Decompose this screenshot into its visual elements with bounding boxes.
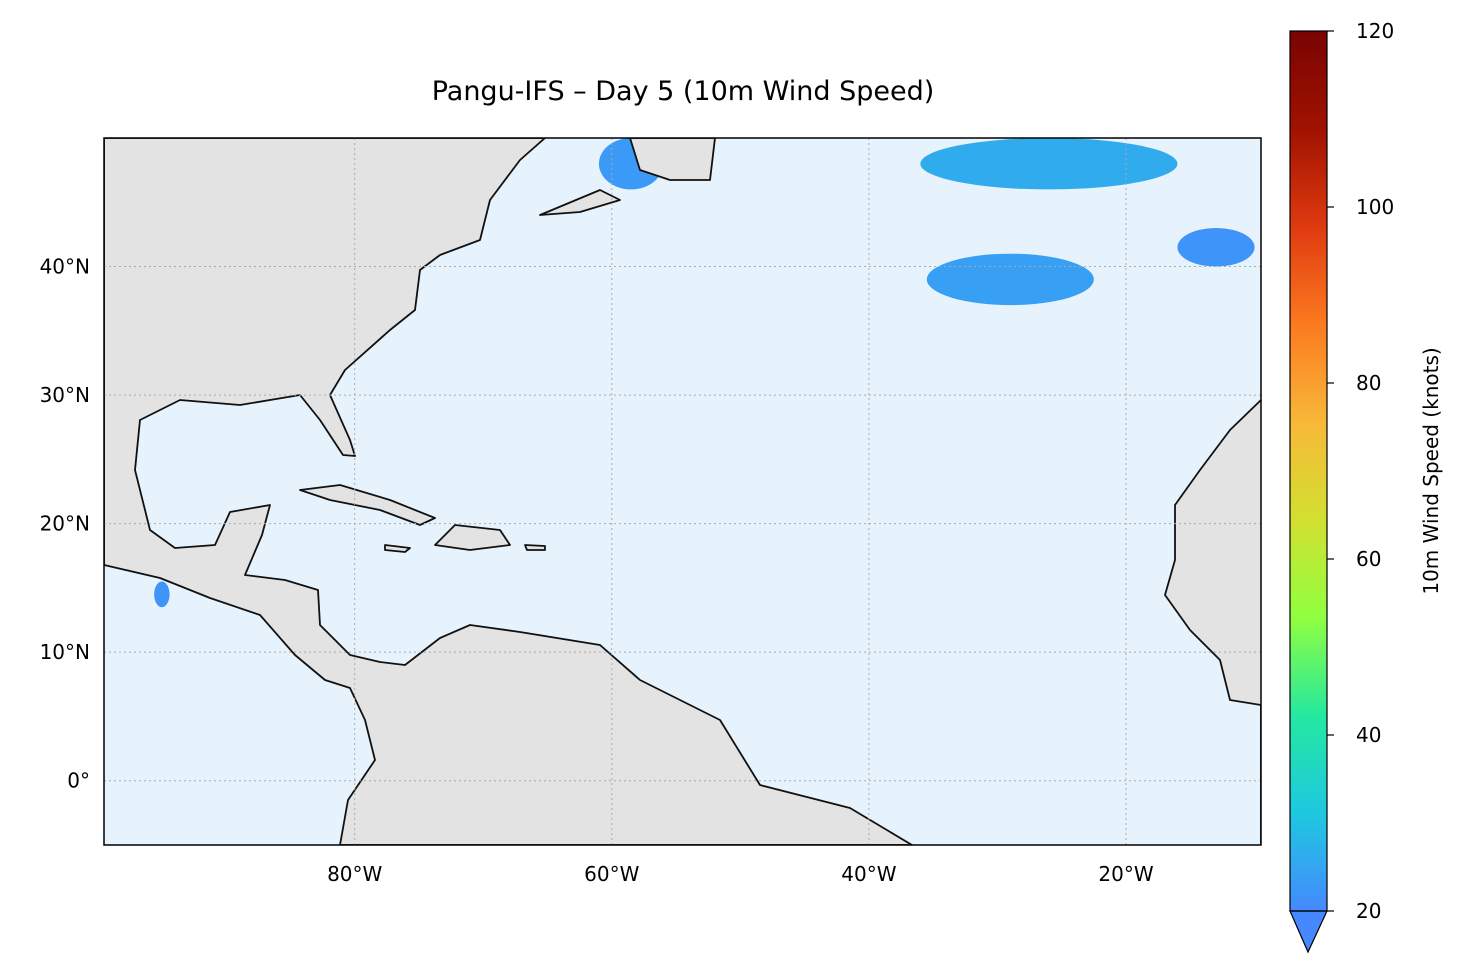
- y-tick-label: 40°N: [40, 255, 90, 279]
- colorbar-tick-label: 20: [1356, 899, 1381, 923]
- land-africa: [1164, 399, 1261, 845]
- x-tick-label: 40°W: [841, 862, 896, 886]
- x-tick-label: 60°W: [584, 862, 639, 886]
- land-americas: [104, 138, 913, 845]
- x-tick-label: 20°W: [1098, 862, 1153, 886]
- wind-layer: [154, 138, 1255, 608]
- map-frame: [103, 137, 1262, 846]
- colorbar-tick-label: 80: [1356, 371, 1381, 395]
- land-hispaniola: [434, 524, 511, 551]
- colorbar-tick-label: 60: [1356, 547, 1381, 571]
- x-tick-label: 80°W: [327, 862, 382, 886]
- wind-area: [1177, 227, 1255, 267]
- land-cuba: [299, 484, 436, 526]
- colorbar-frame: [1289, 30, 1328, 912]
- grid-layer: 80°W 60°W 40°W 20°W 0° 10°N 20°N 30°N 40°N: [40, 138, 1261, 886]
- chart-title: Pangu-IFS – Day 5 (10m Wind Speed): [432, 76, 935, 107]
- wind-area: [154, 581, 170, 608]
- land-nova-scotia: [539, 189, 621, 216]
- wind-area: [926, 253, 1094, 306]
- colorbar-tick-label: 40: [1356, 723, 1381, 747]
- colorbar: [1290, 31, 1327, 911]
- land-puerto-rico: [524, 544, 546, 551]
- y-tick-label: 0°: [67, 769, 90, 793]
- land-newfoundland: [629, 138, 716, 181]
- land-layer: [104, 138, 1261, 845]
- y-tick-label: 30°N: [40, 383, 90, 407]
- colorbar-tick-label: 100: [1356, 195, 1394, 219]
- colorbar-extension: [1289, 910, 1328, 954]
- y-tick-label: 10°N: [40, 640, 90, 664]
- colorbar-label: 10m Wind Speed (knots): [1419, 347, 1443, 594]
- land-jamaica: [384, 544, 411, 553]
- wind-area: [920, 138, 1178, 190]
- colorbar-tick-label: 120: [1356, 19, 1394, 43]
- y-tick-label: 20°N: [40, 512, 90, 536]
